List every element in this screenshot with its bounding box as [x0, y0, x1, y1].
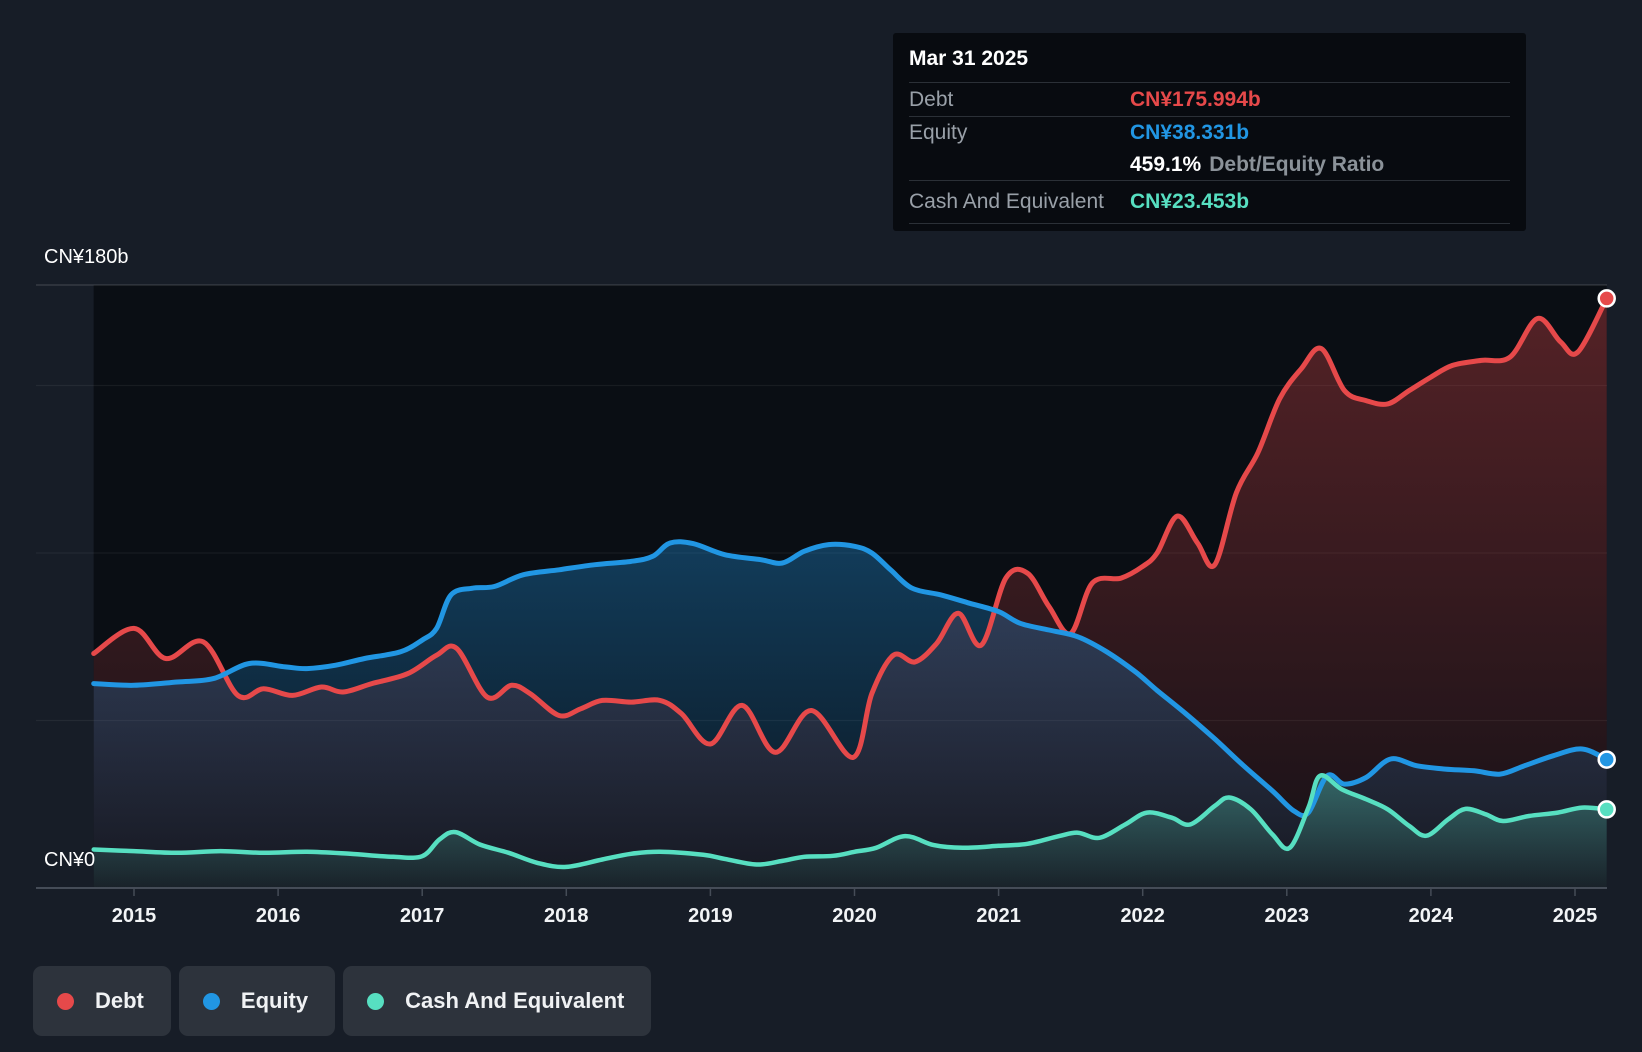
x-axis-label: 2021 [976, 905, 1021, 927]
legend-item-cash[interactable]: Cash And Equivalent [343, 966, 652, 1036]
tooltip-label-debt: Debt [909, 87, 954, 111]
x-axis-label: 2024 [1409, 905, 1454, 927]
cash-and-equivalent-endpoint-marker [1597, 800, 1616, 819]
x-axis-label: 2023 [1265, 905, 1310, 927]
equity-series-dot-icon [202, 992, 220, 1010]
tooltip-row-equity: Equity CN¥38.331b [909, 116, 1510, 149]
legend: Debt Equity Cash And Equivalent [33, 966, 652, 1036]
y-axis-label: CN¥180b [44, 246, 129, 268]
x-axis: 2015 2016 2017 2018 2019 2020 2021 2022 2023 2024… [36, 887, 1607, 927]
equity-line [91, 539, 1610, 819]
y-axis-label: CN¥0 [44, 849, 95, 871]
tooltip-date: Mar 31 2025 [909, 47, 1029, 70]
tooltip-row-cash: Cash And Equivalent CN¥23.453b [909, 180, 1510, 224]
debt-line [91, 295, 1610, 760]
x-axis-label: 2020 [832, 905, 877, 927]
debt-endpoint-marker [1597, 289, 1616, 308]
tooltip-row-debt: Debt CN¥175.994b [909, 82, 1510, 116]
legend-item-equity[interactable]: Equity [178, 966, 336, 1036]
x-axis-label: 2015 [112, 905, 157, 927]
tooltip-ratio-value: 459.1% [1130, 152, 1202, 176]
legend-label-equity: Equity [240, 988, 309, 1013]
chart-tooltip: Mar 31 2025 Debt CN¥175.994b Equity CN¥3… [893, 33, 1526, 231]
legend-label-debt: Debt [95, 988, 144, 1013]
x-axis-label: 2022 [1120, 905, 1165, 927]
cash-and-equivalent-area-fill [93, 775, 1607, 888]
tooltip-value-equity: CN¥38.331b [1130, 121, 1250, 144]
x-axis-label: 2016 [256, 905, 301, 927]
tooltip-value-debt: CN¥175.994b [1130, 87, 1261, 111]
debt-series-dot-icon [57, 992, 74, 1010]
cash-series-dot-icon [367, 992, 385, 1010]
equity-endpoint-marker [1597, 750, 1616, 769]
tooltip-row-ratio: 459.1% Debt/Equity Ratio [909, 149, 1510, 180]
x-axis-label: 2018 [544, 905, 589, 927]
tooltip-ratio-label: Debt/Equity Ratio [1209, 152, 1385, 176]
x-axis-label: 2025 [1553, 905, 1598, 927]
tooltip-label-cash: Cash And Equivalent [909, 190, 1104, 213]
x-axis-label: 2019 [688, 905, 733, 927]
tooltip-value-cash: CN¥23.453b [1130, 190, 1250, 213]
tooltip-label-equity: Equity [909, 121, 968, 144]
cash-and-equivalent-line [91, 773, 1609, 870]
legend-item-debt[interactable]: Debt [33, 966, 171, 1036]
x-axis-label: 2017 [400, 905, 445, 927]
legend-label-cash: Cash And Equivalent [405, 988, 625, 1013]
